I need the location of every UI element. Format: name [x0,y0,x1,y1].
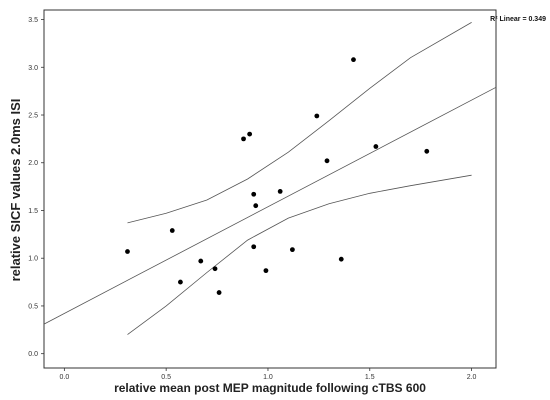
y-tick-label: 1.5 [28,208,38,215]
data-point [338,256,344,262]
y-tick-label: 3.5 [28,17,38,24]
data-point [324,158,330,164]
x-tick-label: 1.0 [263,374,273,381]
y-tick-label: 0.0 [28,351,38,358]
data-point [289,247,295,253]
x-axis-title: relative mean post MEP magnitude followi… [114,381,426,395]
x-tick-label: 2.0 [467,374,477,381]
regression-line [43,86,497,325]
ci-upper-curve [127,22,472,224]
confidence-interval-layer [127,22,472,335]
data-point [253,203,259,209]
data-point [247,131,253,137]
data-point [424,148,430,154]
y-tick-label: 1.0 [28,256,38,263]
data-point [251,244,257,250]
x-tick-label: 0.5 [161,374,171,381]
data-point [169,228,175,233]
data-point [125,249,130,254]
data-points-layer [125,57,430,295]
plot-frame [43,9,497,369]
x-axis-ticks: 0.0 0.5 1.0 1.5 2.0 [59,368,477,381]
y-axis-title: relative SICF values 2.0ms ISI [8,99,23,282]
data-point [251,191,257,197]
data-point [198,258,204,264]
y-tick-label: 2.0 [28,160,38,167]
r-squared-annotation: R² Linear = 0.349 [490,16,546,23]
x-tick-label: 0.0 [59,374,69,381]
ci-lower-curve [127,174,472,335]
data-point [373,144,379,149]
data-point [241,136,246,142]
data-point [212,266,218,272]
y-axis-ticks: 0.0 0.5 1.0 1.5 2.0 2.5 3.0 3.5 [28,17,44,358]
data-point [216,290,222,295]
y-tick-label: 0.5 [28,303,38,310]
fit-line-layer [43,86,497,325]
y-tick-label: 3.0 [28,65,38,72]
data-point [314,113,320,119]
y-tick-label: 2.5 [28,113,38,120]
data-point [178,279,183,285]
data-point [277,188,283,194]
data-point [263,268,269,274]
x-tick-label: 1.5 [365,374,375,381]
data-point [351,57,356,63]
